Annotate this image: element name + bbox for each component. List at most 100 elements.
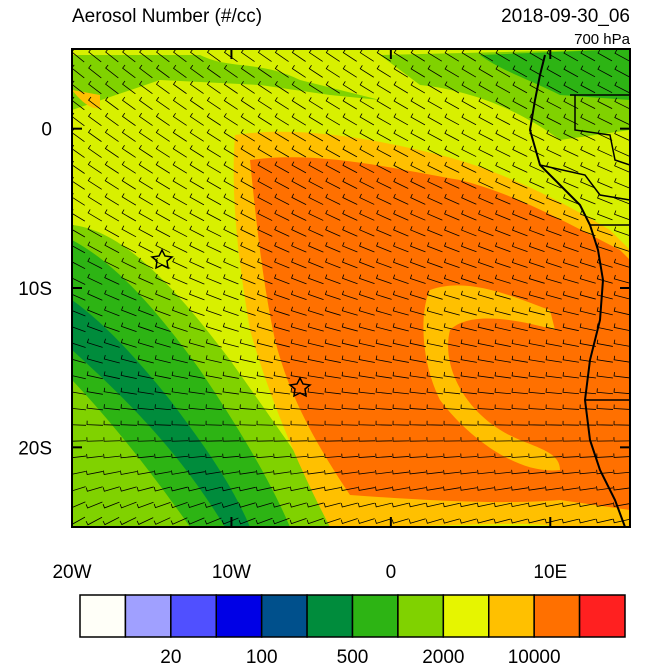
wind-barb bbox=[613, 372, 630, 379]
wind-barb bbox=[443, 242, 460, 253]
wind-barb bbox=[595, 518, 613, 524]
wind-barb bbox=[341, 339, 358, 348]
wind-barb bbox=[494, 290, 511, 300]
wind-barb bbox=[393, 97, 409, 110]
wind-barb bbox=[155, 193, 171, 206]
wind-barb bbox=[291, 209, 307, 221]
wind-barb bbox=[359, 209, 375, 221]
wind-barb bbox=[290, 290, 307, 300]
wind-barb bbox=[273, 470, 290, 475]
wind-barb bbox=[410, 129, 426, 142]
wind-barb bbox=[545, 307, 562, 316]
wind-barb bbox=[222, 371, 239, 379]
wind-barb bbox=[596, 420, 614, 426]
wind-barb bbox=[596, 355, 613, 363]
wind-barb bbox=[137, 404, 155, 411]
wind-barb bbox=[545, 323, 562, 332]
wind-barb bbox=[562, 371, 579, 379]
wind-barb bbox=[137, 453, 155, 459]
wind-barb bbox=[579, 242, 596, 252]
wind-barb bbox=[375, 388, 392, 395]
wind-barb bbox=[443, 274, 460, 284]
wind-barb bbox=[392, 371, 409, 379]
y-tick-label: 20S bbox=[18, 438, 52, 459]
wind-barb bbox=[121, 306, 137, 317]
wind-barb bbox=[444, 161, 460, 173]
wind-barb bbox=[221, 517, 239, 525]
wind-barb bbox=[223, 64, 238, 78]
wind-barb bbox=[375, 306, 392, 316]
wind-barb bbox=[597, 161, 613, 173]
wind-barb bbox=[342, 145, 358, 158]
wind-barb bbox=[478, 65, 494, 78]
wind-barb bbox=[392, 290, 409, 300]
wind-barb bbox=[341, 437, 359, 442]
wind-barb bbox=[546, 81, 562, 94]
wind-barb bbox=[72, 486, 86, 492]
wind-barb bbox=[172, 80, 187, 94]
wind-barb bbox=[461, 81, 477, 94]
wind-barb bbox=[460, 258, 477, 268]
wind-barb bbox=[104, 306, 120, 317]
wind-barb bbox=[103, 437, 121, 442]
wind-barb bbox=[342, 97, 358, 110]
wind-barb bbox=[105, 64, 119, 79]
wind-barb bbox=[375, 486, 392, 491]
wind-barb bbox=[410, 193, 426, 205]
wind-barb bbox=[72, 470, 86, 475]
colorbar-box bbox=[488, 594, 535, 638]
wind-barb bbox=[613, 420, 630, 426]
wind-barb bbox=[460, 306, 477, 316]
x-tick-label: 10E bbox=[533, 562, 567, 583]
wind-barb bbox=[306, 518, 324, 525]
wind-barb bbox=[597, 97, 613, 109]
wind-barb bbox=[528, 274, 545, 284]
wind-barb bbox=[460, 469, 477, 475]
wind-barb bbox=[85, 516, 103, 526]
wind-barb bbox=[495, 194, 511, 205]
wind-barb bbox=[426, 290, 443, 300]
wind-barb bbox=[426, 486, 443, 491]
wind-barb bbox=[579, 502, 596, 507]
wind-barb bbox=[613, 291, 630, 300]
wind-barb bbox=[87, 193, 103, 206]
wind-barb bbox=[72, 306, 86, 317]
wind-barb bbox=[171, 404, 189, 411]
wind-barb bbox=[240, 177, 256, 190]
wind-barb bbox=[137, 387, 154, 395]
wind-barb bbox=[478, 161, 494, 173]
wind-barb bbox=[240, 49, 255, 62]
colorbar-label: 10000 bbox=[508, 647, 561, 667]
wind-barb bbox=[104, 128, 119, 142]
wind-barb bbox=[154, 355, 171, 364]
wind-barb bbox=[375, 404, 393, 410]
wind-barb bbox=[596, 339, 613, 347]
wind-barb bbox=[409, 323, 426, 332]
wind-barb bbox=[121, 112, 136, 126]
wind-barb bbox=[427, 97, 443, 110]
wind-barb bbox=[410, 113, 426, 126]
wind-barb bbox=[273, 453, 291, 459]
wind-barb bbox=[596, 291, 613, 300]
wind-barb bbox=[274, 129, 290, 142]
wind-barb bbox=[579, 404, 597, 410]
wind-barb bbox=[138, 193, 154, 206]
wind-barb bbox=[493, 502, 511, 508]
wind-barb bbox=[579, 372, 596, 379]
wind-barb bbox=[188, 470, 205, 475]
wind-barb bbox=[205, 470, 222, 475]
wind-barb bbox=[392, 404, 410, 410]
wind-barb bbox=[393, 161, 409, 173]
wind-barb bbox=[528, 242, 545, 253]
wind-barb bbox=[461, 49, 477, 62]
wind-barb bbox=[308, 65, 323, 78]
wind-barb bbox=[256, 404, 274, 411]
wind-barb bbox=[613, 323, 630, 332]
wind-barb bbox=[154, 420, 172, 426]
wind-barb bbox=[613, 404, 630, 410]
wind-barb bbox=[443, 486, 460, 491]
wind-barb bbox=[359, 226, 375, 237]
wind-barb bbox=[325, 209, 341, 221]
y-tick-label: 0 bbox=[41, 120, 52, 141]
wind-barb bbox=[240, 258, 256, 269]
